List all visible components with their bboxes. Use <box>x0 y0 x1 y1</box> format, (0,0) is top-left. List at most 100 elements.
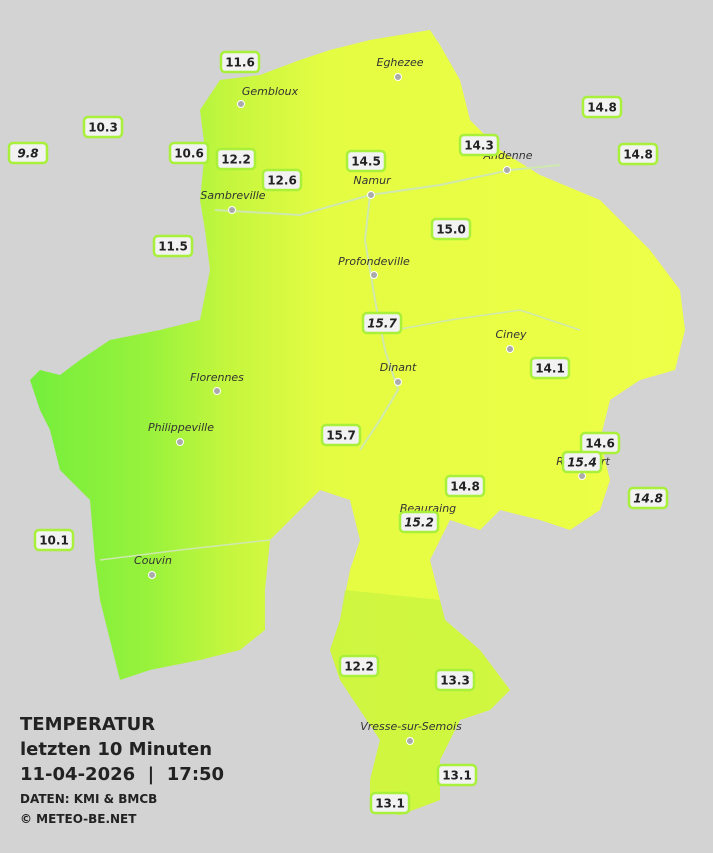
city-label: Philippeville <box>148 421 214 434</box>
city-label: Eghezee <box>377 56 424 69</box>
city-dot <box>228 206 236 214</box>
station-value: 11.6 <box>225 56 255 70</box>
city-dot <box>406 737 414 745</box>
station: 14.6 <box>579 431 621 455</box>
station-value: 13.1 <box>442 769 472 783</box>
city-label: Gembloux <box>242 85 299 98</box>
station: 15.0 <box>430 217 472 241</box>
station-box <box>369 791 411 815</box>
station-value: 15.4 <box>567 456 597 470</box>
station-box <box>7 141 49 165</box>
station-box <box>617 142 659 166</box>
city-dot <box>148 571 156 579</box>
city-label: Couvin <box>134 554 172 567</box>
station-value: 10.6 <box>174 147 204 161</box>
station-box <box>581 95 623 119</box>
legend-subtitle: letzten 10 Minuten <box>20 739 212 760</box>
station-value: 14.1 <box>535 362 565 376</box>
station: 12.2 <box>338 654 380 678</box>
station-value: 14.6 <box>585 437 615 451</box>
station-value: 10.3 <box>88 121 118 135</box>
station-box <box>361 311 403 335</box>
city-dot <box>176 438 184 446</box>
station: 14.8 <box>617 142 659 166</box>
legend-datetime: 11-04-2026 | 17:50 <box>20 764 224 785</box>
station-box <box>434 668 476 692</box>
station-box <box>444 474 486 498</box>
station-box <box>398 510 440 534</box>
station-box <box>430 217 472 241</box>
station: 14.8 <box>581 95 623 119</box>
station-value: 14.8 <box>587 101 617 115</box>
river <box>214 164 561 451</box>
station-box <box>219 50 261 74</box>
legend-title: TEMPERATUR <box>20 714 155 735</box>
station-box <box>458 133 500 157</box>
station-value: 14.5 <box>351 155 381 169</box>
station-box <box>261 168 303 192</box>
station-box <box>561 450 603 474</box>
station: 13.1 <box>436 763 478 787</box>
legend-source: DATEN: KMI & BMCB <box>20 792 157 806</box>
river <box>99 309 581 561</box>
station-value: 15.7 <box>326 429 356 443</box>
station-box <box>82 115 124 139</box>
station: 14.8 <box>627 486 669 510</box>
station-value: 9.8 <box>17 147 38 161</box>
station: 12.6 <box>261 168 303 192</box>
station: 15.7 <box>320 423 362 447</box>
station-box <box>436 763 478 787</box>
station: 10.1 <box>33 528 75 552</box>
station: 11.6 <box>219 50 261 74</box>
station-box <box>215 147 257 171</box>
station-value: 14.3 <box>464 139 494 153</box>
station-value: 12.2 <box>221 153 251 167</box>
station: 14.3 <box>458 133 500 157</box>
city-dot <box>370 271 378 279</box>
city-dot <box>503 166 511 174</box>
station-value: 15.2 <box>404 516 434 530</box>
station: 15.7 <box>361 311 403 335</box>
city-dot <box>506 345 514 353</box>
station: 14.5 <box>345 149 387 173</box>
city-label: Florennes <box>190 371 244 384</box>
station: 13.1 <box>369 791 411 815</box>
legend: TEMPERATUR letzten 10 Minuten 11-04-2026… <box>20 714 224 826</box>
station-box <box>152 234 194 258</box>
city-dot <box>394 378 402 386</box>
station: 10.6 <box>168 141 210 165</box>
station: 10.3 <box>82 115 124 139</box>
station-value: 12.2 <box>344 660 374 674</box>
station-value: 13.1 <box>375 797 405 811</box>
station-box <box>627 486 669 510</box>
station-value: 13.3 <box>440 674 470 688</box>
station: 12.2 <box>215 147 257 171</box>
station-value: 15.0 <box>436 223 466 237</box>
city-label: Dinant <box>380 361 417 374</box>
city-dot <box>578 472 586 480</box>
station-box <box>320 423 362 447</box>
station-box <box>33 528 75 552</box>
station-value: 14.8 <box>450 480 480 494</box>
station: 14.1 <box>529 356 571 380</box>
city-dot <box>213 387 221 395</box>
station-value: 14.8 <box>633 492 663 506</box>
station-box <box>338 654 380 678</box>
station: 9.8 <box>7 141 49 165</box>
city-dot <box>394 73 402 81</box>
province <box>30 30 685 815</box>
city-dot <box>237 100 245 108</box>
station: 11.5 <box>152 234 194 258</box>
legend-credit: © METEO-BE.NET <box>20 812 137 826</box>
station-box <box>345 149 387 173</box>
city-label: Ciney <box>496 328 527 341</box>
city-label: Sambreville <box>200 189 265 202</box>
station-box <box>168 141 210 165</box>
station: 15.2 <box>398 510 440 534</box>
city-label: Vresse-sur-Semois <box>360 720 462 733</box>
city-label: Profondeville <box>338 255 410 268</box>
station-box <box>529 356 571 380</box>
station-value: 12.6 <box>267 174 297 188</box>
station: 15.4 <box>561 450 603 474</box>
